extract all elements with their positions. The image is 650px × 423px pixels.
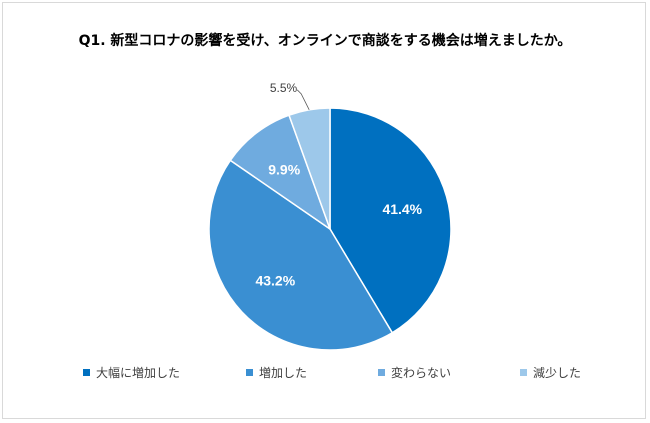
leader-line-3 [296, 89, 310, 110]
legend-label-2: 変わらない [391, 366, 452, 380]
pie-slice-1 [208, 159, 394, 351]
pie-slice-2 [229, 114, 332, 231]
legend-item-3: 減少した [520, 364, 581, 381]
legend-item-0: 大幅に増加した [83, 364, 180, 381]
legend-label-3: 減少した [533, 366, 582, 380]
legend-item-1: 増加した [246, 364, 307, 381]
pie-slices [208, 107, 452, 351]
data-label-3: 5.5% [270, 81, 298, 95]
pie-slice-3 [288, 107, 331, 230]
legend-swatch-1 [246, 369, 253, 376]
data-label-1: 43.2% [255, 272, 295, 288]
pie-labels: 41.4% 43.2% 9.9% 5.5% [255, 81, 422, 289]
legend-label-1: 増加した [259, 366, 308, 380]
legend-item-2: 変わらない [378, 364, 451, 381]
legend-swatch-2 [378, 369, 385, 376]
chart-title: Q1. 新型コロナの影響を受け、オンラインで商談をする機会は増えましたか。 [78, 33, 572, 49]
pie-slice-0 [329, 107, 452, 334]
legend-swatch-0 [83, 369, 90, 376]
legend-swatch-3 [520, 369, 527, 376]
data-label-2: 9.9% [268, 162, 300, 178]
legend-label-0: 大幅に増加した [96, 366, 181, 380]
data-label-0: 41.4% [382, 201, 422, 217]
